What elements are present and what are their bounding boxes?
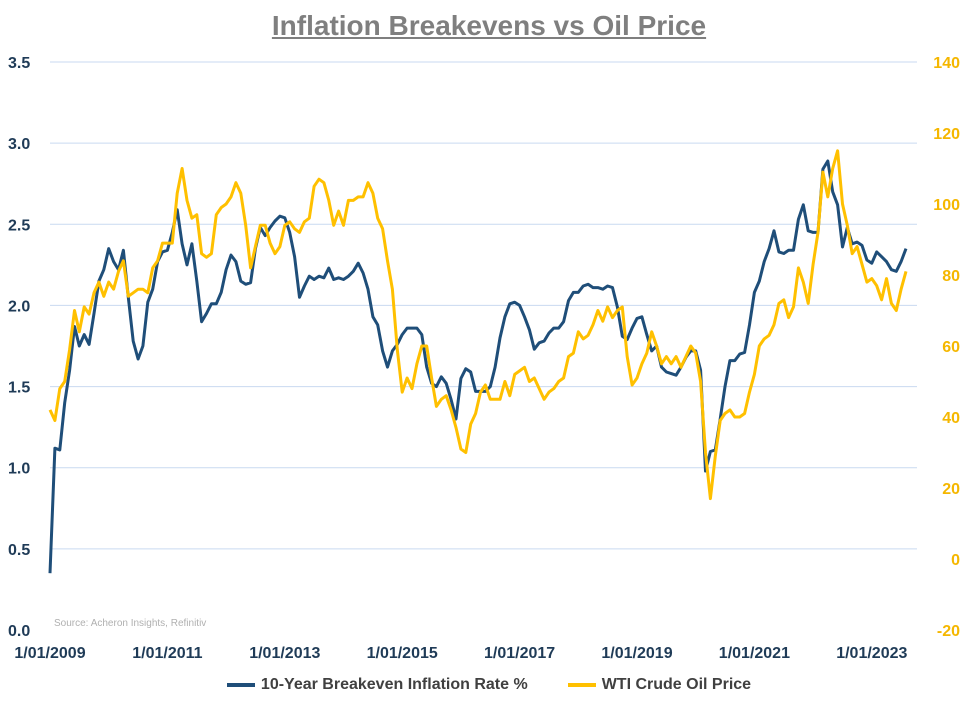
x-tick-label: 1/01/2017 (484, 645, 555, 662)
right-tick-label: 60 (942, 339, 960, 356)
right-tick-label: 20 (942, 481, 960, 498)
legend-swatch (226, 683, 255, 687)
legend-label: WTI Crude Oil Price (601, 676, 752, 693)
left-tick-label: 2.0 (8, 298, 30, 315)
x-tick-label: 1/01/2023 (836, 645, 907, 662)
right-tick-label: 80 (942, 268, 960, 285)
right-tick-label: -20 (937, 623, 960, 640)
left-tick-label: 2.5 (8, 217, 30, 234)
series-line-oil (48, 149, 908, 501)
left-tick-label: 3.5 (8, 55, 30, 72)
x-tick-label: 1/01/2015 (367, 645, 438, 662)
right-tick-label: 0 (951, 552, 960, 569)
legend: 10-Year Breakeven Inflation Rate % WTI C… (0, 676, 978, 694)
x-tick-label: 1/01/2011 (132, 645, 202, 662)
legend-item-oil: WTI Crude Oil Price (567, 676, 752, 694)
left-tick-label: 1.5 (8, 380, 30, 397)
x-tick-label: 1/01/2021 (719, 645, 790, 662)
left-tick-label: 1.0 (8, 461, 30, 478)
legend-item-breakeven: 10-Year Breakeven Inflation Rate % (226, 676, 528, 694)
x-tick-label: 1/01/2013 (249, 645, 320, 662)
right-tick-label: 100 (933, 197, 960, 214)
legend-swatch (567, 683, 596, 687)
x-tick-label: 1/01/2019 (601, 645, 672, 662)
left-tick-label: 0.5 (8, 542, 30, 559)
right-tick-label: 40 (942, 410, 960, 427)
left-tick-label: 3.0 (8, 136, 30, 153)
x-tick-label: 1/01/2009 (14, 645, 85, 662)
left-tick-label: 0.0 (8, 623, 30, 640)
right-tick-label: 120 (933, 126, 960, 143)
legend-label: 10-Year Breakeven Inflation Rate % (260, 676, 528, 693)
source-note: Source: Acheron Insights, Refinitiv (54, 618, 206, 629)
series-line-breakeven (48, 159, 908, 574)
chart-title: Inflation Breakevens vs Oil Price (271, 10, 707, 41)
right-tick-label: 140 (933, 55, 960, 72)
